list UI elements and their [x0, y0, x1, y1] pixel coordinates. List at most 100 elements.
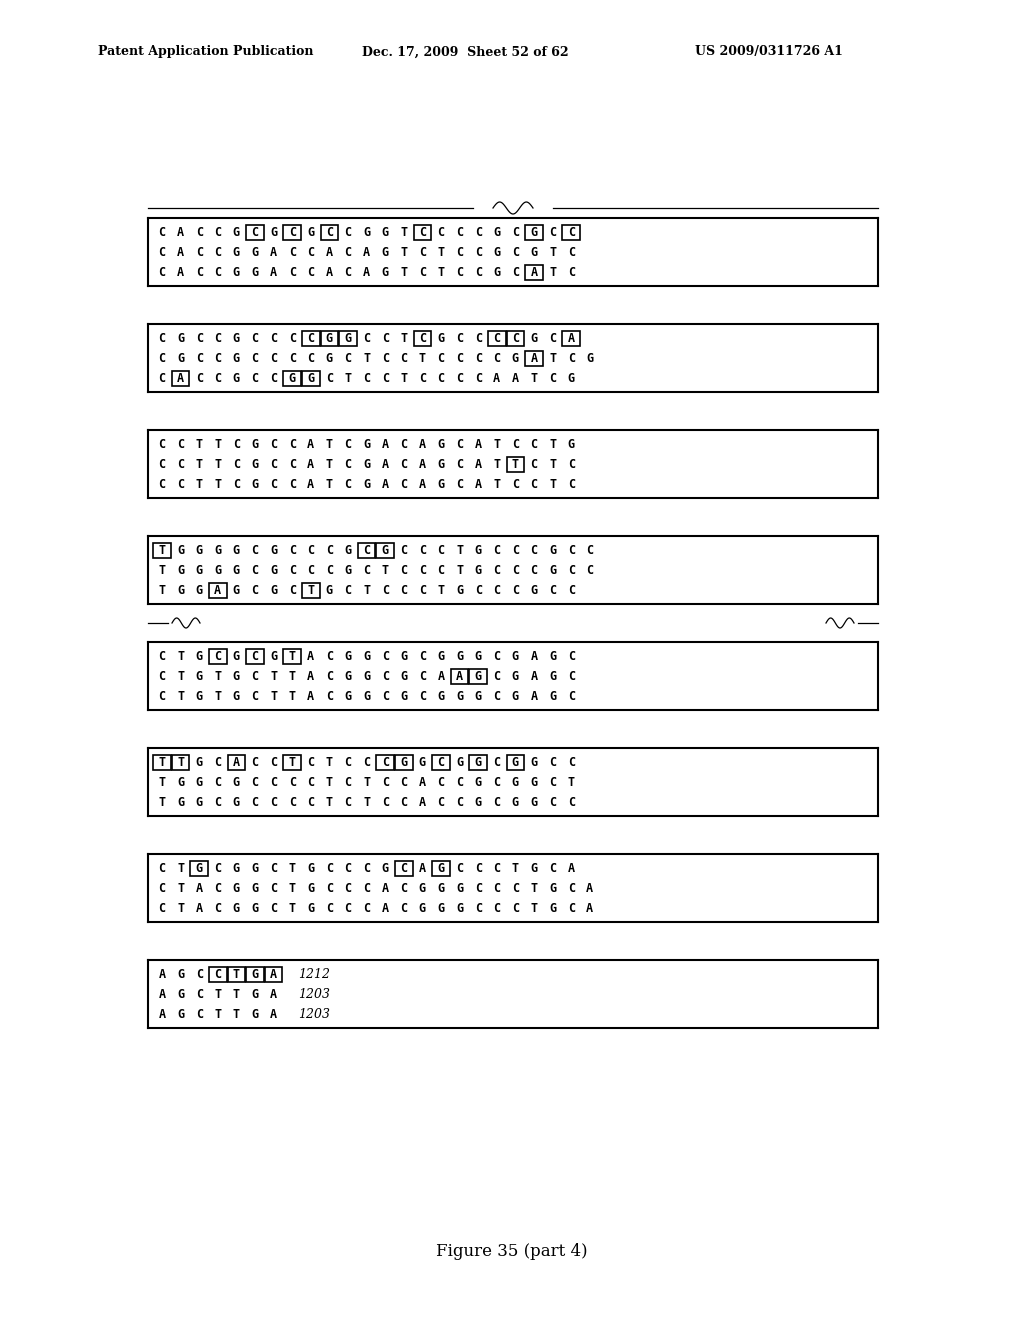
Text: C: C: [419, 689, 426, 702]
Text: G: G: [344, 649, 351, 663]
Text: G: G: [232, 371, 240, 384]
Text: C: C: [159, 265, 166, 279]
Text: C: C: [494, 351, 501, 364]
Text: C: C: [530, 478, 538, 491]
Text: G: G: [196, 649, 203, 663]
Bar: [451, 668, 468, 684]
Text: C: C: [512, 564, 519, 577]
Text: Patent Application Publication: Patent Application Publication: [98, 45, 313, 58]
Text: C: C: [252, 544, 259, 557]
Text: C: C: [344, 437, 351, 450]
Text: C: C: [512, 583, 519, 597]
Text: G: G: [252, 437, 259, 450]
Text: C: C: [159, 902, 166, 915]
Text: C: C: [289, 458, 296, 470]
Text: G: G: [232, 351, 240, 364]
Text: A: A: [494, 371, 501, 384]
Text: C: C: [270, 458, 278, 470]
Text: C: C: [419, 226, 426, 239]
Text: C: C: [307, 331, 314, 345]
Text: G: G: [232, 246, 240, 259]
Text: C: C: [159, 649, 166, 663]
Text: C: C: [307, 544, 314, 557]
Text: C: C: [270, 478, 278, 491]
Text: G: G: [252, 862, 259, 874]
Text: C: C: [475, 226, 481, 239]
Text: C: C: [382, 755, 389, 768]
Text: T: T: [307, 583, 314, 597]
Text: A: A: [567, 862, 574, 874]
Text: C: C: [419, 246, 426, 259]
Text: C: C: [177, 478, 184, 491]
Text: G: G: [400, 669, 408, 682]
Text: T: T: [177, 902, 184, 915]
Text: C: C: [344, 458, 351, 470]
Text: G: G: [252, 246, 259, 259]
Text: C: C: [419, 564, 426, 577]
Text: T: T: [364, 776, 370, 788]
Text: G: G: [530, 862, 538, 874]
Text: G: G: [382, 246, 389, 259]
Text: T: T: [419, 351, 426, 364]
Text: C: C: [494, 776, 501, 788]
Text: C: C: [196, 1007, 203, 1020]
Text: C: C: [382, 583, 389, 597]
Text: A: A: [475, 478, 481, 491]
Text: G: G: [456, 755, 463, 768]
Text: C: C: [475, 331, 481, 345]
Text: C: C: [382, 776, 389, 788]
Text: G: G: [252, 882, 259, 895]
Text: C: C: [196, 226, 203, 239]
Text: C: C: [437, 351, 444, 364]
Text: A: A: [530, 669, 538, 682]
Text: A: A: [177, 226, 184, 239]
Text: C: C: [214, 755, 221, 768]
Text: C: C: [232, 458, 240, 470]
Text: G: G: [419, 902, 426, 915]
Text: C: C: [159, 882, 166, 895]
Text: A: A: [586, 882, 593, 895]
Text: C: C: [252, 755, 259, 768]
Text: C: C: [344, 902, 351, 915]
Text: T: T: [177, 862, 184, 874]
Text: C: C: [456, 862, 463, 874]
Text: G: G: [196, 583, 203, 597]
Text: G: G: [475, 649, 481, 663]
Text: T: T: [400, 226, 408, 239]
Text: A: A: [382, 458, 389, 470]
Text: G: G: [549, 544, 556, 557]
Text: A: A: [270, 987, 278, 1001]
Bar: [227, 966, 245, 982]
Text: T: T: [214, 437, 221, 450]
Bar: [321, 330, 338, 346]
Text: C: C: [307, 796, 314, 808]
Text: G: G: [512, 776, 519, 788]
Text: C: C: [530, 544, 538, 557]
Text: G: G: [456, 583, 463, 597]
Text: C: C: [214, 371, 221, 384]
Text: G: G: [177, 968, 184, 981]
Text: G: G: [232, 669, 240, 682]
Text: C: C: [270, 755, 278, 768]
Text: C: C: [252, 669, 259, 682]
Text: C: C: [344, 796, 351, 808]
Text: T: T: [512, 862, 519, 874]
Text: C: C: [214, 882, 221, 895]
Text: G: G: [419, 755, 426, 768]
Text: G: G: [437, 862, 444, 874]
Text: C: C: [437, 776, 444, 788]
Text: T: T: [549, 478, 556, 491]
Bar: [507, 457, 524, 471]
Text: C: C: [326, 882, 333, 895]
Text: G: G: [232, 226, 240, 239]
Text: A: A: [307, 478, 314, 491]
Bar: [209, 648, 226, 664]
Text: A: A: [326, 265, 333, 279]
Text: G: G: [232, 882, 240, 895]
Text: C: C: [326, 371, 333, 384]
Text: C: C: [400, 544, 408, 557]
Text: C: C: [456, 776, 463, 788]
Text: C: C: [289, 226, 296, 239]
Text: G: G: [214, 544, 221, 557]
Text: C: C: [494, 689, 501, 702]
